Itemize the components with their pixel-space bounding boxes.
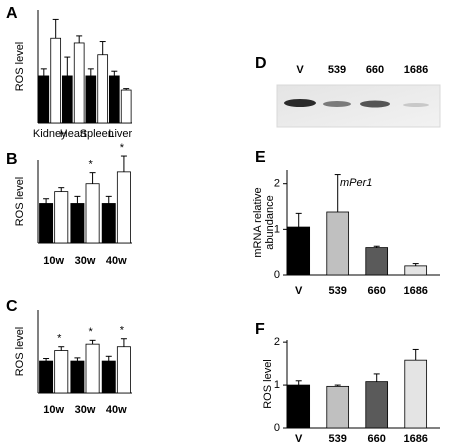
x-tick-label: 30w bbox=[75, 255, 96, 267]
y-tick-label: 0 bbox=[274, 422, 280, 434]
y-axis-label: ROS level bbox=[14, 327, 26, 377]
y-axis-label: abundance bbox=[264, 195, 276, 249]
bar bbox=[116, 346, 131, 394]
bar bbox=[70, 360, 85, 394]
x-tick-label: 539 bbox=[329, 433, 347, 445]
x-tick-label: V bbox=[295, 433, 303, 445]
blot-band bbox=[323, 101, 351, 107]
bar bbox=[108, 75, 120, 124]
lane-label: 1686 bbox=[404, 64, 428, 76]
x-tick-label: Liver bbox=[108, 128, 132, 140]
bar bbox=[39, 203, 54, 244]
bar bbox=[365, 247, 389, 276]
bar bbox=[73, 42, 85, 124]
x-tick-label: Heart bbox=[60, 128, 87, 140]
x-tick-label: 539 bbox=[329, 285, 347, 297]
blot-band bbox=[360, 100, 390, 108]
bar bbox=[404, 359, 428, 429]
bar bbox=[365, 381, 389, 429]
x-tick-label: 1686 bbox=[403, 285, 427, 297]
y-axis-label: mRNA relative bbox=[252, 187, 264, 257]
bar bbox=[287, 384, 311, 429]
bar bbox=[97, 54, 109, 124]
bar bbox=[50, 37, 62, 124]
significance-mark: * bbox=[88, 326, 93, 338]
lane-label: V bbox=[296, 64, 304, 76]
annotation: mPer1 bbox=[340, 177, 372, 189]
x-tick-label: Spleen bbox=[80, 128, 114, 140]
bar bbox=[85, 183, 100, 244]
significance-mark: * bbox=[120, 142, 125, 154]
bar bbox=[287, 226, 311, 276]
x-tick-label: 30w bbox=[75, 404, 96, 416]
y-tick-label: 2 bbox=[274, 336, 280, 348]
x-tick-label: Kidney bbox=[33, 128, 67, 140]
y-axis-label: ROS level bbox=[14, 177, 26, 227]
y-tick-label: 2 bbox=[274, 178, 280, 190]
panel-letter: A bbox=[6, 5, 18, 22]
bar bbox=[61, 75, 73, 124]
x-tick-label: 10w bbox=[43, 404, 64, 416]
blot-band bbox=[403, 103, 429, 107]
x-tick-label: 40w bbox=[106, 255, 127, 267]
y-tick-label: 1 bbox=[274, 379, 280, 391]
bar bbox=[116, 171, 131, 244]
bar bbox=[85, 75, 97, 124]
x-tick-label: 1686 bbox=[403, 433, 427, 445]
panel-letter: F bbox=[255, 321, 265, 338]
x-tick-label: 660 bbox=[368, 285, 386, 297]
panel-letter: D bbox=[255, 55, 267, 72]
bar bbox=[54, 191, 69, 244]
bar bbox=[85, 343, 100, 394]
bar bbox=[70, 203, 85, 244]
significance-mark: * bbox=[88, 159, 93, 171]
x-tick-label: 660 bbox=[368, 433, 386, 445]
y-axis-label: ROS level bbox=[262, 359, 274, 409]
y-tick-label: 0 bbox=[274, 269, 280, 281]
bar bbox=[326, 211, 350, 276]
y-tick-label: 1 bbox=[274, 223, 280, 235]
x-tick-label: 10w bbox=[43, 255, 64, 267]
bar bbox=[326, 385, 350, 429]
bar bbox=[120, 89, 132, 124]
y-axis-label: ROS level bbox=[14, 42, 26, 92]
significance-mark: * bbox=[120, 325, 125, 337]
panel-letter: C bbox=[6, 298, 18, 315]
bar bbox=[39, 360, 54, 394]
x-tick-label: 40w bbox=[106, 404, 127, 416]
panel-letter: B bbox=[6, 151, 18, 168]
bar bbox=[101, 360, 116, 394]
bar bbox=[101, 203, 116, 244]
lane-label: 660 bbox=[366, 64, 384, 76]
lane-label: 539 bbox=[328, 64, 346, 76]
significance-mark: * bbox=[57, 333, 62, 345]
x-tick-label: V bbox=[295, 285, 303, 297]
bar bbox=[38, 75, 50, 124]
blot-band bbox=[284, 99, 316, 107]
panel-letter: E bbox=[255, 149, 266, 166]
bar bbox=[54, 350, 69, 394]
bar bbox=[404, 265, 428, 276]
